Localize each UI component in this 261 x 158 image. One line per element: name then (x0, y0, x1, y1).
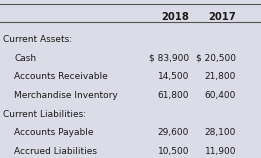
Text: Current Liabilities:: Current Liabilities: (3, 110, 86, 118)
Text: Accrued Liabilities: Accrued Liabilities (14, 147, 97, 156)
Text: 11,900: 11,900 (205, 147, 236, 156)
Text: Current Assets:: Current Assets: (3, 35, 72, 44)
Text: 2017: 2017 (209, 12, 236, 22)
Text: 2018: 2018 (161, 12, 189, 22)
Text: Accounts Receivable: Accounts Receivable (14, 72, 108, 81)
Text: Merchandise Inventory: Merchandise Inventory (14, 91, 118, 100)
Text: 28,100: 28,100 (205, 128, 236, 137)
Text: Accounts Payable: Accounts Payable (14, 128, 94, 137)
Text: $ 83,900: $ 83,900 (149, 54, 189, 63)
Text: 10,500: 10,500 (158, 147, 189, 156)
Text: $ 20,500: $ 20,500 (196, 54, 236, 63)
Text: 29,600: 29,600 (158, 128, 189, 137)
Text: 61,800: 61,800 (158, 91, 189, 100)
Text: 14,500: 14,500 (158, 72, 189, 81)
Text: Cash: Cash (14, 54, 37, 63)
Text: 60,400: 60,400 (205, 91, 236, 100)
Text: 21,800: 21,800 (205, 72, 236, 81)
